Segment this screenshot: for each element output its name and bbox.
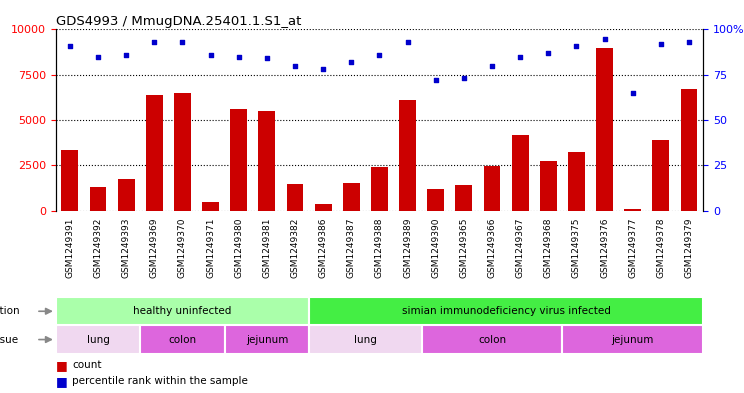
Text: GSM1249376: GSM1249376 (600, 218, 609, 278)
Point (599, 35, 611, 42)
Text: GSM1249380: GSM1249380 (234, 218, 243, 278)
Bar (56, 325, 140, 354)
Text: colon: colon (168, 334, 196, 345)
Text: GSM1249378: GSM1249378 (656, 218, 665, 278)
Bar (174, 93, 191, 211)
Point (571, 42, 583, 49)
Point (64, 42, 76, 49)
Text: simian immunodeficiency virus infected: simian immunodeficiency virus infected (402, 306, 611, 316)
Text: lung: lung (354, 334, 376, 345)
Text: GSM1249379: GSM1249379 (684, 218, 693, 278)
Bar (118, 179, 135, 211)
Text: ■: ■ (56, 375, 68, 388)
Text: GSM1249387: GSM1249387 (347, 218, 356, 278)
Bar (624, 209, 641, 211)
Bar (89, 187, 106, 211)
Bar (562, 325, 703, 354)
Bar (286, 184, 304, 211)
Text: GSM1249367: GSM1249367 (516, 218, 525, 278)
Bar (309, 325, 422, 354)
Bar (422, 325, 562, 354)
Point (626, 90, 638, 96)
Point (542, 50, 554, 56)
Point (683, 39, 695, 45)
Bar (225, 325, 309, 354)
Point (345, 59, 357, 65)
Bar (202, 202, 219, 211)
Text: GSM1249366: GSM1249366 (487, 218, 496, 278)
Bar (399, 100, 416, 211)
Point (261, 55, 273, 62)
Text: tissue: tissue (0, 334, 19, 345)
Bar (371, 167, 388, 211)
Bar (568, 152, 585, 211)
Text: GSM1249392: GSM1249392 (94, 218, 103, 278)
Bar (146, 95, 163, 211)
Point (430, 77, 442, 83)
Bar (309, 297, 703, 325)
Point (148, 39, 160, 45)
Point (514, 53, 526, 60)
Bar (455, 185, 472, 211)
Text: jejunum: jejunum (612, 334, 654, 345)
Bar (315, 204, 332, 211)
Text: GSM1249377: GSM1249377 (628, 218, 637, 278)
Text: healthy uninfected: healthy uninfected (133, 306, 231, 316)
Point (233, 53, 245, 60)
Text: GSM1249370: GSM1249370 (178, 218, 187, 278)
Bar (681, 89, 697, 211)
Point (289, 62, 301, 69)
Point (176, 39, 188, 45)
Text: GSM1249391: GSM1249391 (65, 218, 74, 278)
Bar (540, 161, 557, 211)
Bar (62, 150, 78, 211)
Text: GSM1249381: GSM1249381 (263, 218, 272, 278)
Text: lung: lung (86, 334, 109, 345)
Text: percentile rank within the sample: percentile rank within the sample (72, 376, 248, 386)
Text: GSM1249389: GSM1249389 (403, 218, 412, 278)
Text: count: count (72, 360, 102, 371)
Point (92, 53, 104, 60)
Text: GSM1249371: GSM1249371 (206, 218, 215, 278)
Point (205, 52, 217, 58)
Bar (258, 111, 275, 211)
Text: GSM1249382: GSM1249382 (290, 218, 300, 278)
Text: infection: infection (0, 306, 19, 316)
Text: GSM1249388: GSM1249388 (375, 218, 384, 278)
Text: colon: colon (478, 334, 506, 345)
Text: GSM1249369: GSM1249369 (150, 218, 158, 278)
Text: GSM1249390: GSM1249390 (432, 218, 440, 278)
Text: ■: ■ (56, 359, 68, 372)
Text: GSM1249368: GSM1249368 (544, 218, 553, 278)
Text: GSM1249375: GSM1249375 (572, 218, 581, 278)
Bar (484, 166, 501, 211)
Point (458, 75, 469, 81)
Point (486, 62, 498, 69)
Bar (231, 109, 247, 211)
Point (655, 41, 667, 47)
Text: jejunum: jejunum (246, 334, 288, 345)
Text: GDS4993 / MmugDNA.25401.1.S1_at: GDS4993 / MmugDNA.25401.1.S1_at (56, 15, 301, 28)
Point (317, 66, 329, 72)
Bar (56, 297, 309, 325)
Text: GSM1249393: GSM1249393 (122, 218, 131, 278)
Bar (140, 325, 225, 354)
Point (121, 52, 132, 58)
Point (373, 52, 385, 58)
Bar (427, 189, 444, 211)
Bar (652, 140, 670, 211)
Bar (343, 183, 360, 211)
Text: GSM1249386: GSM1249386 (318, 218, 327, 278)
Point (402, 39, 414, 45)
Bar (512, 134, 528, 211)
Text: GSM1249365: GSM1249365 (459, 218, 469, 278)
Bar (596, 48, 613, 211)
